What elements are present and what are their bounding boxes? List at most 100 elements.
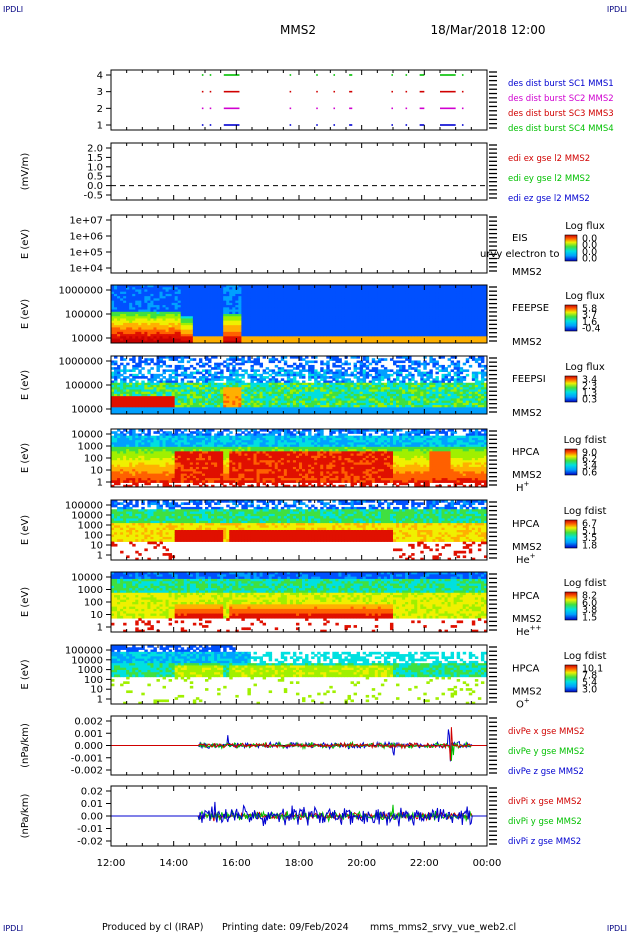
heatmap-cell [362, 302, 367, 306]
heatmap-cell [162, 393, 166, 397]
heatmap-cell [229, 298, 233, 302]
heatmap-cell [271, 325, 276, 328]
heatmap-cell [320, 314, 324, 317]
heatmap-cell [292, 314, 297, 317]
heatmap-cell [238, 380, 242, 384]
heatmap-cell [205, 405, 209, 408]
heatmap-cell [483, 293, 488, 297]
heatmap-cell [417, 285, 421, 288]
heatmap-cell [453, 338, 458, 342]
heatmap-cell [380, 327, 385, 331]
heatmap-cell [277, 400, 282, 404]
heatmap-cell [368, 302, 373, 306]
heatmap-cell [186, 314, 191, 317]
heatmap-cell [402, 285, 406, 288]
heatmap-cell [286, 376, 291, 379]
heatmap-cell [292, 405, 297, 408]
heatmap-cell [274, 396, 279, 399]
heatmap-cell [138, 296, 142, 299]
heatmap-cell [126, 405, 130, 408]
heatmap-cell [256, 298, 260, 302]
heatmap-cell [338, 338, 342, 342]
heatmap-cell [223, 405, 227, 408]
heatmap-cell [114, 373, 118, 377]
heatmap-cell [441, 302, 445, 306]
heatmap-cell [241, 334, 245, 337]
heatmap-cell [229, 316, 233, 319]
heatmap-cell [159, 356, 163, 359]
heatmap-cell [468, 298, 473, 302]
heatmap-cell [159, 402, 163, 406]
heatmap-cell [217, 376, 221, 379]
heatmap-cell [135, 396, 139, 399]
heatmap-cell [211, 398, 215, 402]
heatmap-cell [250, 391, 254, 395]
heatmap-cell [205, 358, 209, 361]
heatmap-cell [347, 316, 351, 319]
heatmap-cell [120, 389, 124, 393]
heatmap-cell [201, 389, 206, 393]
heatmap-cell [462, 314, 467, 317]
heatmap-cell [380, 334, 385, 337]
heatmap-cell [299, 293, 303, 297]
heatmap-cell [183, 331, 188, 335]
heatmap-cell [429, 338, 433, 342]
heatmap-cell [432, 302, 436, 306]
heatmap-cell [235, 296, 239, 299]
heatmap-cell [274, 331, 279, 335]
heatmap-cell [420, 340, 424, 344]
heatmap-cell [235, 291, 239, 295]
heatmap-cell [256, 405, 260, 408]
heatmap-cell [447, 311, 452, 315]
heatmap-cell [165, 396, 170, 399]
heatmap-cell [374, 314, 379, 317]
heatmap-cell [289, 391, 294, 395]
heatmap-cell [468, 316, 473, 319]
heatmap-cell [223, 338, 227, 342]
heatmap-cell [162, 400, 166, 404]
heatmap-cell [386, 331, 391, 335]
heatmap-cell [308, 331, 312, 335]
heatmap-cell [132, 331, 136, 335]
heatmap-cell [147, 369, 151, 373]
heatmap-cell [238, 382, 242, 386]
heatmap-cell [447, 302, 452, 306]
heatmap-cell [147, 340, 151, 344]
heatmap-cell [174, 289, 179, 293]
heatmap-cell [262, 318, 267, 322]
heatmap-cell [168, 336, 173, 339]
heatmap-cell [238, 307, 242, 310]
heatmap-cell [274, 293, 279, 297]
heatmap-cell [256, 402, 260, 406]
heatmap-cell [371, 340, 376, 344]
heatmap-cell [211, 334, 215, 337]
heatmap-cell [259, 309, 264, 313]
heatmap-cell [180, 327, 185, 331]
heatmap-cell [180, 287, 185, 290]
heatmap-cell [235, 293, 239, 297]
heatmap-cell [371, 316, 376, 319]
heatmap-cell [468, 307, 473, 310]
heatmap-cell [186, 309, 191, 313]
heatmap-cell [232, 289, 236, 293]
heatmap-cell [292, 382, 297, 386]
heatmap-cell [159, 305, 163, 308]
heatmap-cell [289, 405, 294, 408]
heatmap-cell [208, 382, 212, 386]
heatmap-cell [426, 320, 430, 324]
heatmap-cell [235, 320, 239, 324]
heatmap-cell [168, 382, 173, 386]
heatmap-cell [256, 311, 260, 315]
heatmap-cell [389, 311, 394, 315]
heatmap-cell [150, 378, 154, 381]
heatmap-cell [250, 387, 254, 390]
heatmap-cell [426, 305, 430, 308]
heatmap-cell [402, 298, 406, 302]
heatmap-cell [241, 300, 245, 304]
heatmap-cell [217, 391, 221, 395]
heatmap-cell [408, 314, 412, 317]
heatmap-cell [283, 307, 288, 310]
heatmap-cell [144, 411, 148, 415]
heatmap-cell [111, 289, 115, 293]
heatmap-cell [250, 364, 254, 368]
